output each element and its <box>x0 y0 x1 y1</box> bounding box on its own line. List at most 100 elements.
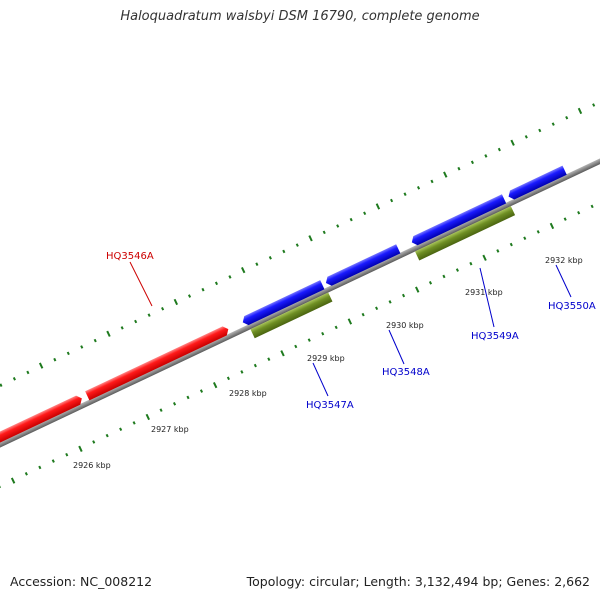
minor-tick-mark <box>105 433 109 438</box>
major-tick-mark <box>375 203 381 210</box>
gene-label-hq3550a: HQ3550A <box>548 301 596 312</box>
major-tick-mark <box>145 413 150 421</box>
minor-tick-mark <box>159 408 163 412</box>
minor-tick-mark <box>484 154 488 158</box>
minor-tick-mark <box>322 230 326 235</box>
major-tick-mark <box>280 350 285 357</box>
minor-tick-mark <box>38 465 42 470</box>
minor-tick-mark <box>53 357 57 362</box>
label-leader <box>479 267 495 328</box>
gene-feature-reverse <box>508 165 567 200</box>
minor-tick-mark <box>268 256 272 260</box>
gene-feature-forward <box>85 326 229 401</box>
minor-tick-mark <box>538 128 542 133</box>
minor-tick-mark <box>0 484 1 489</box>
gene-feature-forward <box>0 395 82 445</box>
minor-tick-mark <box>147 313 151 317</box>
minor-tick-mark <box>65 452 69 457</box>
minor-tick-mark <box>80 345 84 349</box>
minor-tick-mark <box>201 287 205 292</box>
minor-tick-mark <box>428 281 433 285</box>
map-frame <box>0 103 600 489</box>
minor-tick-mark <box>255 262 259 266</box>
rna-feature <box>250 292 333 339</box>
minor-tick-mark <box>524 135 528 139</box>
genome-summary: Topology: circular; Length: 3,132,494 bp… <box>246 574 590 589</box>
major-tick-mark <box>482 254 487 261</box>
major-tick-mark <box>38 362 44 369</box>
tick-label: 2930 kbp <box>386 321 424 330</box>
major-tick-mark <box>510 139 515 146</box>
gene-feature-reverse <box>242 280 325 326</box>
gene-label-hq3548a: HQ3548A <box>382 367 430 378</box>
major-tick-mark <box>415 286 420 293</box>
minor-tick-mark <box>172 402 177 406</box>
minor-tick-mark <box>565 115 569 120</box>
minor-tick-mark <box>349 217 353 222</box>
label-leader <box>312 362 329 397</box>
gene-label-hq3547a: HQ3547A <box>306 400 354 411</box>
gene-labels: HQ3546A HQ3547A HQ3548A HQ3549A HQ3550A <box>106 251 596 411</box>
minor-tick-mark <box>523 236 527 241</box>
rna-features <box>250 206 516 339</box>
tick-label: 2931 kbp <box>465 288 503 297</box>
coordinate-labels: 2926 kbp 2927 kbp 2928 kbp 2929 kbp 2930… <box>73 256 583 470</box>
minor-tick-mark <box>51 459 55 463</box>
major-tick-mark <box>10 477 16 484</box>
tick-label: 2928 kbp <box>229 389 267 398</box>
minor-tick-mark <box>577 210 581 215</box>
minor-tick-mark <box>240 370 244 374</box>
minor-tick-mark <box>267 357 271 361</box>
minor-tick-mark <box>120 326 124 330</box>
minor-tick-mark <box>457 166 461 171</box>
minor-tick-mark <box>388 300 392 304</box>
minor-tick-mark <box>334 325 338 330</box>
minor-tick-mark <box>119 427 123 432</box>
map-title: Haloquadratum walsbyi DSM 16790, complet… <box>120 9 480 24</box>
gene-feature-reverse <box>411 194 507 246</box>
minor-tick-mark <box>375 306 379 311</box>
gene-label-hq3546a: HQ3546A <box>106 251 154 262</box>
minor-tick-mark <box>187 294 192 298</box>
minor-tick-mark <box>0 383 3 387</box>
minor-tick-mark <box>455 268 459 272</box>
minor-tick-mark <box>430 179 434 184</box>
minor-tick-mark <box>199 389 204 393</box>
gene-feature-reverse <box>325 244 401 286</box>
minor-tick-mark <box>361 312 365 317</box>
minor-tick-mark <box>470 160 474 165</box>
minor-tick-mark <box>497 147 501 152</box>
label-leader <box>388 329 405 365</box>
minor-tick-mark <box>509 242 513 247</box>
outer-tick-track <box>0 103 596 387</box>
minor-tick-mark <box>416 186 421 190</box>
major-tick-mark <box>241 266 246 274</box>
minor-tick-mark <box>253 363 257 368</box>
minor-tick-mark <box>390 198 394 203</box>
minor-tick-mark <box>93 338 97 343</box>
major-tick-mark <box>173 298 179 306</box>
minor-tick-mark <box>282 249 286 254</box>
minor-tick-mark <box>469 261 473 266</box>
rna-feature <box>414 206 516 261</box>
minor-tick-mark <box>442 274 446 279</box>
label-leader <box>129 261 153 307</box>
major-tick-mark <box>347 318 353 325</box>
tick-label: 2929 kbp <box>307 354 345 363</box>
minor-tick-mark <box>403 192 407 196</box>
minor-tick-mark <box>226 376 230 381</box>
tick-label: 2932 kbp <box>545 256 583 265</box>
minor-tick-mark <box>134 319 138 324</box>
minor-tick-mark <box>92 440 96 444</box>
inner-tick-track <box>0 204 594 489</box>
minor-tick-mark <box>336 224 340 228</box>
tick-label: 2927 kbp <box>151 425 189 434</box>
minor-tick-mark <box>12 377 16 381</box>
minor-tick-mark <box>590 204 594 209</box>
minor-tick-mark <box>307 338 311 342</box>
minor-tick-mark <box>214 281 219 286</box>
minor-tick-mark <box>161 306 165 311</box>
minor-tick-mark <box>295 243 299 247</box>
reverse-genes <box>242 165 567 326</box>
minor-tick-mark <box>228 275 232 279</box>
